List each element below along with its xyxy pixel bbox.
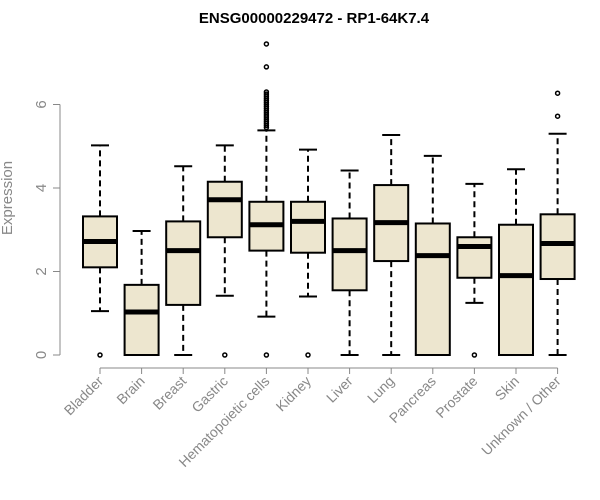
box-liver bbox=[331, 169, 368, 356]
x-tick-label: Liver bbox=[323, 373, 356, 406]
iqr-box bbox=[165, 220, 202, 306]
box-pancreas bbox=[414, 154, 451, 356]
outlier-point bbox=[97, 352, 103, 358]
outlier-point bbox=[263, 352, 270, 358]
y-axis-label: Expression bbox=[0, 161, 16, 235]
x-tick-label: Brain bbox=[113, 373, 147, 407]
box-gastric bbox=[206, 144, 243, 358]
box-skin bbox=[498, 168, 534, 356]
outlier-point bbox=[554, 90, 561, 96]
x-tick-label: Skin bbox=[492, 373, 523, 404]
outlier-point bbox=[263, 41, 270, 47]
box-lung bbox=[373, 133, 410, 356]
x-tick-label: Breast bbox=[149, 373, 189, 413]
iqr-box bbox=[290, 200, 326, 254]
y-axis: 0 2 4 6 bbox=[33, 100, 61, 359]
y-tick-label: 2 bbox=[33, 267, 50, 275]
iqr-box bbox=[206, 180, 243, 239]
outlier-point bbox=[263, 89, 270, 95]
x-tick-label: Prostate bbox=[432, 373, 480, 421]
box-unknown-other bbox=[539, 90, 576, 356]
iqr-box bbox=[498, 223, 534, 356]
outlier-point bbox=[554, 113, 561, 119]
outlier-point bbox=[222, 352, 228, 358]
x-tick-label: Lung bbox=[364, 373, 397, 406]
box-bladder bbox=[82, 144, 118, 358]
iqr-box bbox=[123, 283, 160, 356]
box-kidney bbox=[290, 148, 326, 358]
box-prostate bbox=[456, 182, 493, 358]
iqr-box bbox=[331, 217, 368, 292]
chart-title: ENSG00000229472 - RP1-64K7.4 bbox=[199, 10, 430, 27]
outlier-point bbox=[263, 64, 270, 70]
outlier-point bbox=[471, 352, 478, 358]
x-tick-label: Bladder bbox=[61, 373, 107, 419]
box-hematopoietic-cells bbox=[248, 41, 285, 358]
box-brain bbox=[123, 230, 160, 356]
box-breast bbox=[165, 165, 202, 356]
x-tick-label: Kidney bbox=[273, 373, 315, 415]
iqr-box bbox=[456, 236, 493, 279]
iqr-box bbox=[414, 222, 451, 356]
iqr-box bbox=[539, 213, 576, 281]
y-tick-label: 6 bbox=[33, 100, 50, 108]
outlier-point bbox=[263, 91, 270, 97]
y-tick-label: 4 bbox=[33, 184, 50, 192]
boxes-group bbox=[82, 41, 576, 358]
y-tick-label: 0 bbox=[33, 351, 50, 359]
outlier-point bbox=[305, 352, 311, 358]
x-tick-label: Unknown / Other bbox=[478, 373, 564, 459]
